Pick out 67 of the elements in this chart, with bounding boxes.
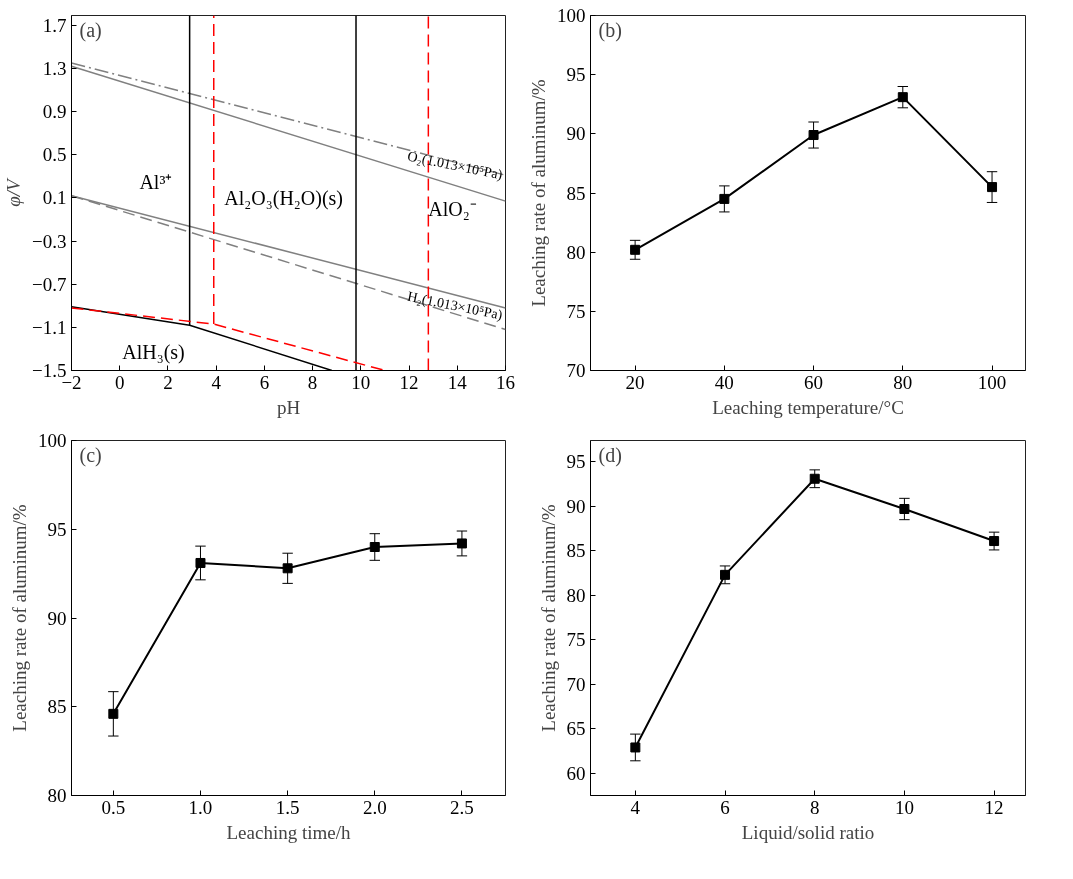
annotation: (b) xyxy=(598,18,622,42)
y-axis-title: Leaching rate of aluminum/% xyxy=(528,79,549,307)
x-tick-label: 6 xyxy=(259,371,270,393)
x-tick-label: 1.5 xyxy=(275,796,300,818)
y-tick-label: −0.3 xyxy=(32,230,67,252)
x-tick-label: 10 xyxy=(351,371,371,393)
x-tick-label: 16 xyxy=(496,371,515,393)
y-tick-label: 100 xyxy=(38,430,67,451)
y-tick-label: 90 xyxy=(566,495,586,517)
y-tick-label: 65 xyxy=(566,718,586,740)
y-tick-label: 60 xyxy=(566,762,586,784)
x-tick-label: 12 xyxy=(399,371,419,393)
annotation: AlO₂⁻ xyxy=(428,197,477,220)
y-tick-label: 70 xyxy=(566,360,586,381)
x-tick-label: 40 xyxy=(714,371,734,393)
y-tick-label: 70 xyxy=(566,673,586,695)
y-tick-label: 95 xyxy=(566,64,586,86)
x-tick-label: 0 xyxy=(114,371,125,393)
x-tick-label: 4 xyxy=(630,796,641,818)
y-tick-label: 90 xyxy=(47,607,67,629)
y-tick-label: 75 xyxy=(566,300,586,322)
y-tick-label: 95 xyxy=(566,451,586,473)
y-tick-label: 80 xyxy=(566,241,586,263)
y-tick-label: 0.1 xyxy=(42,187,67,209)
x-tick-label: 0.5 xyxy=(101,796,126,818)
x-axis-title: Leaching temperature/°C xyxy=(712,396,904,418)
x-tick-label: 8 xyxy=(307,371,318,393)
x-tick-label: 4 xyxy=(211,371,222,393)
annotation: AlH₃(s) xyxy=(122,341,185,365)
x-tick-label: 2.5 xyxy=(450,796,474,818)
y-tick-label: 75 xyxy=(566,629,586,651)
y-axis-title: Leaching rate of aluminum/% xyxy=(537,504,559,732)
y-axis-title: φ/V xyxy=(3,176,25,207)
x-tick-label: 8 xyxy=(809,796,820,818)
y-tick-label: 80 xyxy=(566,584,586,606)
x-tick-label: 60 xyxy=(804,371,824,393)
x-tick-label: 80 xyxy=(893,371,913,393)
y-axis-title: Leaching rate of aluminum/% xyxy=(9,504,30,732)
y-tick-label: 0.9 xyxy=(42,101,67,123)
x-tick-label: 6 xyxy=(720,796,730,818)
x-tick-label: 2.0 xyxy=(362,796,387,818)
x-tick-label: 10 xyxy=(894,796,914,818)
annotation: (d) xyxy=(598,443,622,467)
y-tick-label: 95 xyxy=(47,518,67,540)
y-tick-label: 85 xyxy=(47,696,67,718)
x-tick-label: 20 xyxy=(625,371,645,393)
x-tick-label: 14 xyxy=(447,371,468,393)
x-axis-title: Liquid/solid ratio xyxy=(741,821,875,843)
y-tick-label: 100 xyxy=(557,5,586,26)
y-tick-label: 0.5 xyxy=(42,144,67,166)
y-tick-label: 90 xyxy=(566,123,586,145)
y-tick-label: −1.1 xyxy=(32,316,67,338)
x-tick-label: 12 xyxy=(984,796,1004,818)
x-tick-label: 100 xyxy=(977,371,1007,393)
annotation: (a) xyxy=(79,18,102,42)
y-tick-label: −0.7 xyxy=(32,273,67,295)
y-tick-label: 85 xyxy=(566,182,586,204)
x-axis-title: pH xyxy=(276,396,301,418)
y-tick-label: 1.7 xyxy=(42,14,67,36)
y-tick-label: 1.3 xyxy=(42,57,67,79)
x-tick-label: 2 xyxy=(163,371,173,393)
annotation: Al³⁺ xyxy=(139,170,173,193)
annotation: Al₂O₃(H₂O)(s) xyxy=(224,186,344,210)
x-tick-label: 1.0 xyxy=(188,796,213,818)
annotation: (c) xyxy=(79,443,102,467)
y-tick-label: 85 xyxy=(566,540,586,562)
x-axis-title: Leaching time/h xyxy=(226,821,351,843)
